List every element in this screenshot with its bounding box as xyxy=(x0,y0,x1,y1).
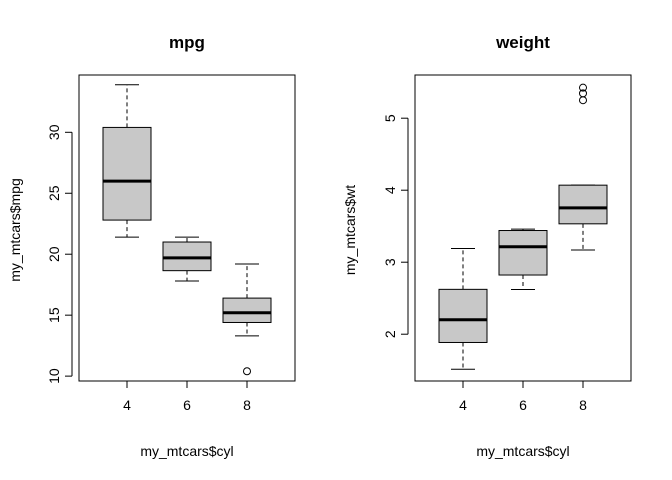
x-tick-label: 6 xyxy=(183,397,191,413)
box-4 xyxy=(102,84,152,238)
plot-frame xyxy=(78,74,296,382)
x-tick-label: 4 xyxy=(123,397,131,413)
y-tick-label: 30 xyxy=(46,124,62,140)
y-axis-label: my_mtcars$mpg xyxy=(7,178,23,281)
y-tick-label: 25 xyxy=(46,185,62,201)
iqr-box xyxy=(498,230,548,276)
y-tick-label: 10 xyxy=(46,368,62,384)
outlier-point xyxy=(243,367,251,376)
outlier-point xyxy=(579,96,587,105)
box-6 xyxy=(498,228,548,291)
y-tick-label: 5 xyxy=(382,114,398,122)
x-tick-label: 6 xyxy=(519,397,527,413)
chart-title: weight xyxy=(495,33,550,52)
mpg-panel: mpg my_mtcars$cyl my_mtcars$mpg 10 15 20 25… xyxy=(7,33,296,459)
x-tick-label: 8 xyxy=(243,397,251,413)
box-8 xyxy=(222,263,272,376)
box-8 xyxy=(558,83,608,251)
outlier-point xyxy=(579,89,587,98)
iqr-box xyxy=(222,297,272,323)
iqr-box xyxy=(558,184,608,225)
y-tick-label: 20 xyxy=(46,246,62,262)
chart-title: mpg xyxy=(169,33,205,52)
weight-panel: weight my_mtcars$cyl my_mtcars$wt 2 3 4 5 4 6… xyxy=(342,33,632,459)
box-4 xyxy=(438,248,488,370)
iqr-box xyxy=(162,241,212,272)
iqr-box xyxy=(438,288,488,343)
y-tick-label: 2 xyxy=(382,330,398,338)
x-axis-label: my_mtcars$cyl xyxy=(476,443,569,459)
x-axis-label: my_mtcars$cyl xyxy=(140,443,233,459)
box-6 xyxy=(162,236,212,282)
y-tick-label: 3 xyxy=(382,258,398,266)
y-tick-label: 4 xyxy=(382,186,398,194)
outlier-point xyxy=(579,83,587,92)
x-tick-label: 4 xyxy=(459,397,467,413)
y-tick-label: 15 xyxy=(46,307,62,323)
x-tick-label: 8 xyxy=(579,397,587,413)
y-axis-label: my_mtcars$wt xyxy=(342,185,358,275)
iqr-box xyxy=(102,126,152,221)
